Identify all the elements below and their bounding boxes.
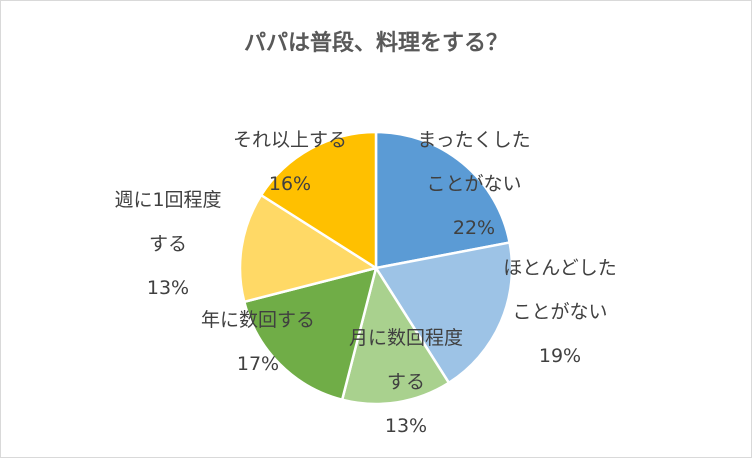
slice-value-label-5: 13%	[147, 277, 189, 299]
pie-slice-3	[340, 264, 451, 406]
pie-slice-1	[374, 130, 512, 270]
pie-slice-5	[238, 193, 380, 304]
chart-title: パパは普段、料理をする？	[244, 30, 508, 56]
slice-labels: まったくしたことがない22%ほとんどしたことがない19%月に数回程度する13%年…	[114, 129, 616, 437]
slice-category-label-3: 月に数回程度	[349, 327, 463, 349]
slice-category-label-1: まったくした	[417, 129, 530, 151]
slice-value-label-6: 16%	[269, 173, 311, 195]
slice-category-label-5: 週に1回程度	[114, 189, 221, 211]
slice-category-label-3: する	[387, 371, 425, 393]
slice-value-label-2: 19%	[539, 345, 581, 367]
pie-slice-6	[259, 130, 378, 271]
pie-slice-2	[373, 241, 514, 385]
slice-value-label-3: 13%	[385, 415, 427, 437]
slice-value-label-1: 22%	[453, 217, 495, 239]
slice-category-label-6: それ以上する	[233, 129, 347, 151]
slice-value-label-4: 17%	[237, 353, 279, 375]
slice-category-label-4: 年に数回する	[201, 309, 315, 331]
slice-category-label-2: ほとんどした	[503, 257, 616, 279]
pie-slices	[238, 130, 514, 406]
slice-category-label-1: ことがない	[426, 173, 521, 195]
pie-slice-4	[242, 266, 378, 402]
slice-category-label-2: ことがない	[512, 301, 607, 323]
slice-category-label-5: する	[149, 233, 187, 255]
